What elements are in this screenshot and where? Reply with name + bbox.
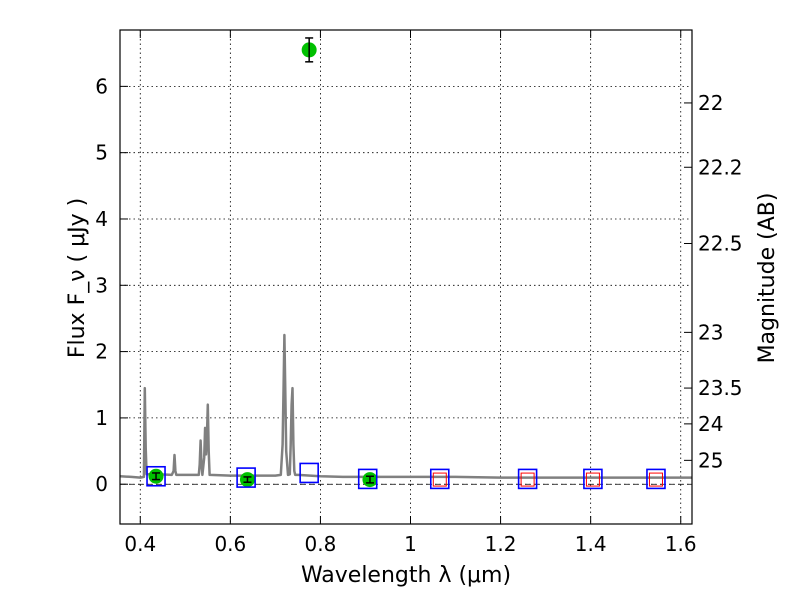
model-photometry-square-blue [646, 468, 666, 490]
y-tick-label: 5 [95, 141, 108, 165]
y-tick-label: 3 [95, 273, 108, 297]
right-tick-label: 22.2 [698, 155, 743, 179]
x-tick-label: 1.6 [665, 532, 697, 556]
x-tick-label: 1.2 [485, 532, 517, 556]
model-photometry-square-blue [429, 468, 450, 490]
x-tick-label: 1 [404, 532, 417, 556]
model-photometry-square-blue [146, 465, 166, 487]
y-tick-label: 4 [95, 207, 108, 231]
model-photometry-square-blue [299, 462, 319, 484]
right-tick-label: 23 [698, 320, 723, 344]
right-tick-label: 22 [698, 91, 723, 115]
model-photometry-square-red [585, 472, 600, 487]
x-tick-label: 0.4 [124, 532, 156, 556]
x-tick-label: 0.6 [214, 532, 246, 556]
model-photometry-square-red [520, 472, 535, 487]
grid-layer [120, 30, 692, 524]
x-tick-label: 1.4 [575, 532, 607, 556]
plot-frame [119, 29, 693, 525]
model-photometry-square-blue [236, 467, 256, 488]
photometry-layer [146, 37, 666, 490]
model-spectrum-line [119, 333, 692, 479]
model-photometry-square-red [432, 472, 447, 487]
y-right-axis-label: Magnitude (AB) [755, 193, 780, 364]
model-photometry-square-blue [517, 468, 538, 490]
right-tick-label: 23.5 [698, 376, 743, 400]
tick-layer: 0.4 0.6 0.8 1 1.2 1.4 1.601234562222.222.52323… [95, 30, 743, 556]
y-axis-label: Flux F_ν ( μJy ) [65, 198, 90, 358]
model-photometry-square-blue [583, 468, 603, 490]
right-tick-label: 22.5 [698, 232, 743, 256]
model-photometry-square-blue [357, 468, 378, 490]
y-tick-label: 1 [95, 406, 108, 430]
model-photometry-square-red [648, 472, 663, 487]
right-tick-label: 25 [698, 448, 723, 472]
model-spectrum-layer [119, 333, 692, 479]
y-tick-label: 6 [95, 74, 108, 98]
x-axis-label: Wavelength λ (μm) [301, 563, 511, 588]
y-tick-label: 2 [95, 340, 108, 364]
y-tick-label: 0 [95, 472, 108, 496]
x-tick-label: 0.8 [305, 532, 337, 556]
right-tick-label: 24 [698, 412, 723, 436]
